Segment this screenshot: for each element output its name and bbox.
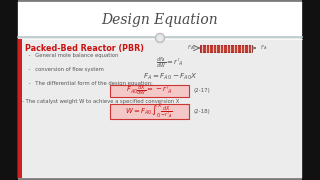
Text: $\frac{dF_A}{dW} = r'_A$: $\frac{dF_A}{dW} = r'_A$ [156, 55, 184, 71]
Circle shape [156, 34, 164, 42]
Text: $F_A$: $F_A$ [260, 44, 267, 52]
Text: $W = F_{A0}\int_0^X \frac{dX}{-r'_A}$: $W = F_{A0}\int_0^X \frac{dX}{-r'_A}$ [125, 102, 173, 120]
FancyBboxPatch shape [109, 84, 188, 96]
Text: (2-17): (2-17) [194, 88, 211, 93]
Text: (2-18): (2-18) [194, 109, 211, 114]
Text: -   General mole balance equation: - General mole balance equation [22, 53, 118, 59]
Text: -   conversion of flow system: - conversion of flow system [22, 68, 104, 73]
FancyBboxPatch shape [18, 39, 302, 178]
Text: $F_{A0}\frac{dX}{dW} = -r'_A$: $F_{A0}\frac{dX}{dW} = -r'_A$ [126, 83, 172, 98]
Text: $F_{A0}$: $F_{A0}$ [187, 44, 197, 52]
FancyBboxPatch shape [18, 2, 302, 37]
FancyBboxPatch shape [200, 44, 252, 51]
FancyBboxPatch shape [0, 0, 18, 180]
Text: -   The differential form of the design equation:: - The differential form of the design eq… [22, 82, 153, 87]
FancyBboxPatch shape [302, 0, 320, 180]
FancyBboxPatch shape [18, 39, 21, 178]
FancyBboxPatch shape [18, 2, 302, 178]
Text: Design Equation: Design Equation [102, 13, 218, 27]
Text: $F_A = F_{A0} - F_{A0}X$: $F_A = F_{A0} - F_{A0}X$ [143, 72, 197, 82]
Text: - The catalyst weight W to achieve a specified conversion X: - The catalyst weight W to achieve a spe… [22, 100, 180, 105]
FancyBboxPatch shape [109, 103, 188, 118]
Text: Packed-Bed Reactor (PBR): Packed-Bed Reactor (PBR) [25, 44, 144, 53]
